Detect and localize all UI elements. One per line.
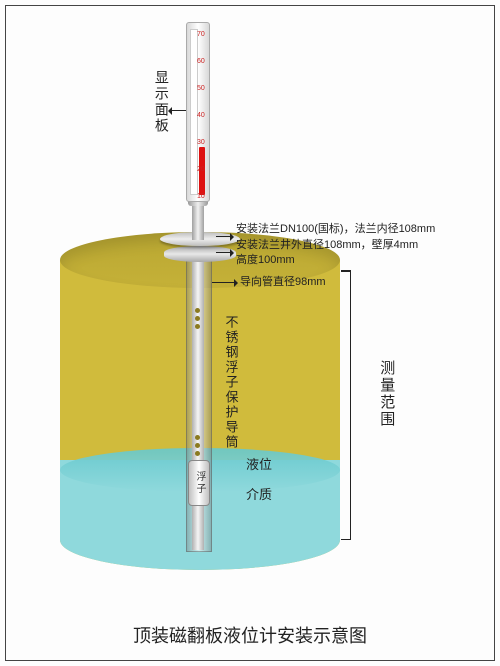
label-display-panel: 显示面板 (152, 70, 171, 134)
arrow-display-panel (170, 110, 186, 111)
label-range: 测量范围 (376, 360, 396, 428)
label-liquid-level: 液位 (246, 456, 272, 474)
label-medium: 介质 (246, 486, 272, 504)
arrow-neck (216, 252, 232, 253)
range-bracket (350, 270, 351, 540)
guide-tube-holes-upper (195, 305, 201, 332)
panel-tick: 20 (197, 166, 205, 173)
label-neck-spec: 安装法兰井外直径108mm，壁厚4mm (236, 238, 418, 253)
display-panel: 70 60 50 40 30 20 10 (186, 22, 210, 202)
label-guide-tube-dia: 导向管直径98mm (240, 275, 326, 290)
label-flange-spec: 安装法兰DN100(国标)，法兰内径108mm (236, 222, 435, 237)
panel-tick: 30 (197, 139, 205, 146)
panel-tick: 60 (197, 58, 205, 65)
label-neck-height: 高度100mm (236, 253, 295, 268)
panel-tick: 40 (197, 112, 205, 119)
float: 浮子 (188, 460, 210, 506)
panel-tick: 70 (197, 31, 205, 38)
mounting-neck (164, 246, 236, 262)
guide-tube-holes-lower (195, 432, 201, 459)
diagram-title: 顶装磁翻板液位计安装示意图 (0, 622, 500, 648)
arrow-guide-dia (212, 282, 236, 283)
panel-tick: 10 (197, 193, 205, 200)
arrow-flange (216, 236, 232, 237)
label-guide-tube: 不锈钢浮子保护导筒 (222, 315, 240, 450)
guide-tube-inner (192, 260, 204, 550)
panel-tick: 50 (197, 85, 205, 92)
stem (192, 202, 204, 240)
